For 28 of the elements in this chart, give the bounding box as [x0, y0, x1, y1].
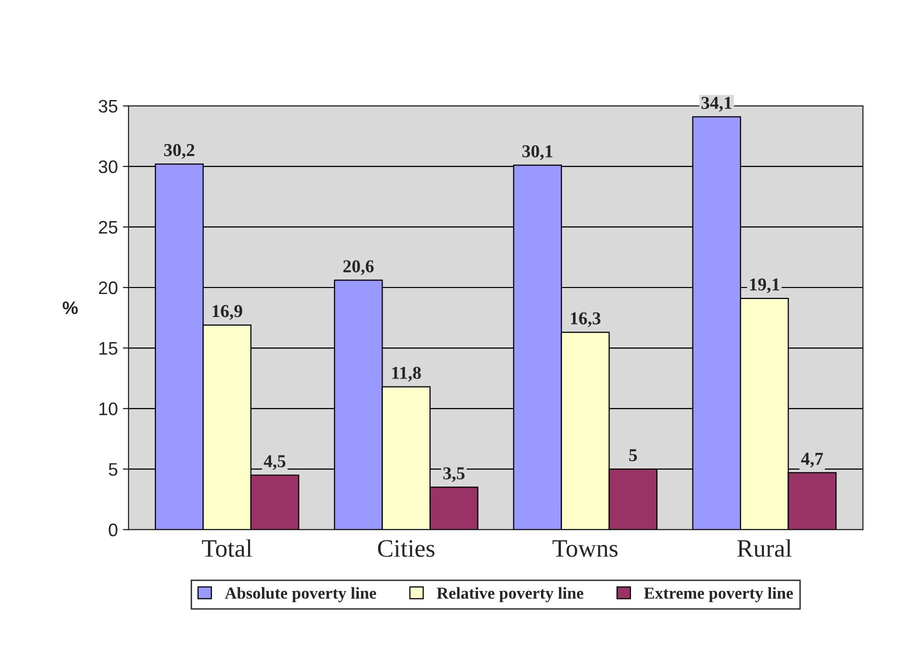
y-tick-label: 20: [98, 281, 118, 294]
data-label: 11,8: [392, 366, 421, 382]
y-tick-label: 0: [108, 524, 118, 536]
legend-label: Extreme poverty line: [644, 587, 793, 602]
data-label: 16,9: [212, 305, 242, 320]
legend-label: Relative poverty line: [436, 587, 584, 602]
y-tick-label: 15: [99, 342, 118, 355]
data-label: 3,5: [443, 467, 465, 482]
data-label: 16,3: [570, 312, 600, 328]
data-label: 4,7: [801, 452, 824, 468]
y-tick-label: 30: [98, 160, 118, 174]
y-tick-label: 35: [98, 100, 118, 113]
data-label: 34,1: [702, 96, 732, 112]
data-label: 4,5: [264, 455, 286, 470]
x-tick-label: Cities: [378, 540, 434, 557]
data-label: 20,6: [343, 260, 374, 276]
data-label: 19,1: [750, 278, 780, 294]
y-tick-label: 5: [108, 463, 118, 476]
y-tick-label: 10: [99, 402, 118, 416]
x-tick-label: Towns: [552, 540, 618, 557]
y-axis-title: %: [62, 301, 78, 314]
x-tick-label: Rural: [737, 539, 792, 557]
data-label: 5: [629, 449, 637, 462]
y-tick-label: 25: [98, 220, 118, 234]
data-label: 30,1: [522, 145, 552, 160]
data-label: 30,2: [164, 144, 194, 159]
legend-label: Absolute poverty line: [224, 587, 376, 602]
x-tick-label: Total: [202, 539, 252, 557]
